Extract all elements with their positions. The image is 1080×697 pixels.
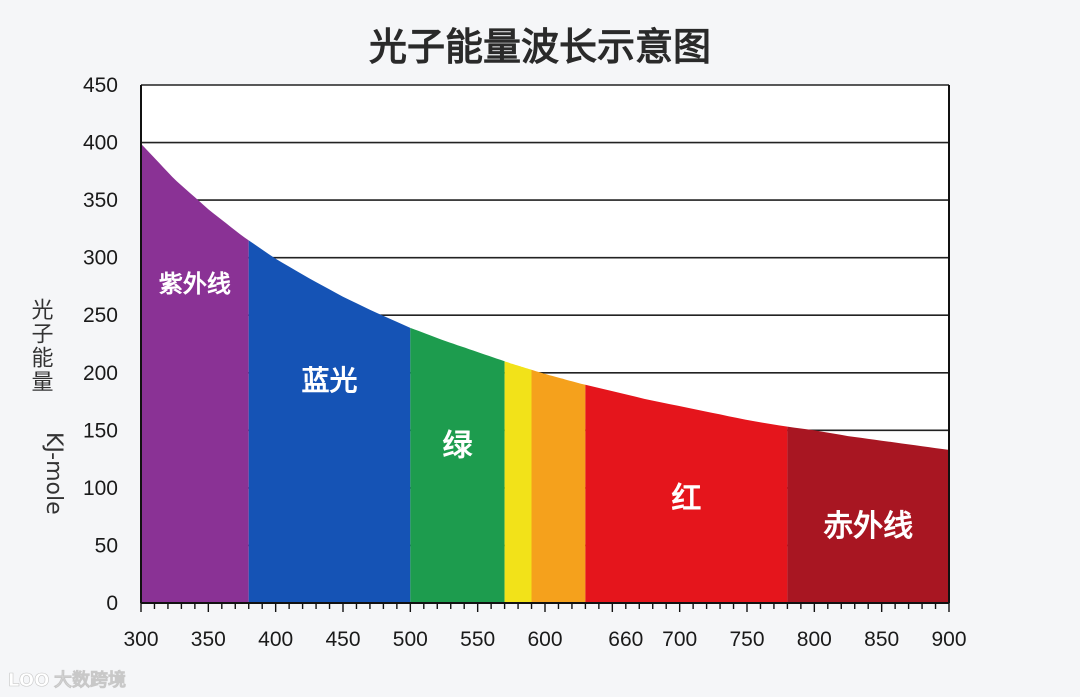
y-tick-label: 50 bbox=[95, 534, 118, 557]
watermark: LOO 大数跨境 bbox=[8, 669, 127, 692]
x-tick-label: 800 bbox=[797, 628, 832, 651]
spectrum-regions bbox=[141, 143, 949, 603]
x-tick-label: 350 bbox=[191, 628, 226, 651]
x-tick-label: 300 bbox=[123, 628, 158, 651]
spectrum-region bbox=[504, 361, 532, 603]
y-axis-label: 光子能量 KJ-mole bbox=[28, 298, 67, 515]
spectrum-region bbox=[248, 240, 411, 603]
x-tick-label: 750 bbox=[729, 628, 764, 651]
spectrum-region bbox=[141, 143, 249, 603]
y-tick-label: 300 bbox=[83, 247, 118, 270]
region-label: 绿 bbox=[442, 429, 473, 464]
y-tick-label: 400 bbox=[83, 132, 118, 155]
y-axis-label-text: 光子能量 bbox=[28, 298, 54, 394]
region-label: 紫外线 bbox=[159, 270, 231, 298]
y-tick-label: 150 bbox=[83, 419, 118, 442]
chart-title: 光子能量波长示意图 bbox=[369, 25, 711, 69]
spectrum-region bbox=[410, 327, 505, 603]
watermark-text: 大数跨境 bbox=[54, 669, 126, 691]
y-tick-label: 250 bbox=[83, 304, 118, 327]
y-tick-label: 0 bbox=[106, 592, 118, 615]
spectrum-region bbox=[531, 369, 586, 603]
y-tick-label: 350 bbox=[83, 189, 118, 212]
watermark-logo: LOO bbox=[8, 670, 49, 691]
spectrum-region bbox=[787, 426, 949, 603]
y-tick-label: 100 bbox=[83, 477, 118, 500]
axes bbox=[140, 85, 950, 612]
region-label: 蓝光 bbox=[302, 364, 358, 397]
x-tick-label: 900 bbox=[931, 628, 966, 651]
y-tick-label: 200 bbox=[83, 362, 118, 385]
x-tick-label: 660 bbox=[608, 628, 643, 651]
x-tick-label: 500 bbox=[393, 628, 428, 651]
x-axis-ticks: 300 350 400 450 500 550 600 660 700 750 800 850 900 bbox=[123, 628, 966, 651]
y-axis-unit-text: KJ-mole bbox=[41, 432, 66, 515]
region-label: 红 bbox=[671, 482, 701, 517]
x-tick-label: 400 bbox=[258, 628, 293, 651]
x-tick-label: 450 bbox=[325, 628, 360, 651]
region-label: 赤外线 bbox=[823, 509, 913, 544]
x-tick-label: 550 bbox=[460, 628, 495, 651]
x-tick-label: 600 bbox=[527, 628, 562, 651]
x-tick-label: 850 bbox=[864, 628, 899, 651]
x-tick-label: 700 bbox=[662, 628, 697, 651]
y-axis-ticks: 0 50 100 150 200 250 300 350 400 450 bbox=[83, 74, 118, 615]
y-tick-label: 450 bbox=[83, 74, 118, 97]
spectrum-region bbox=[585, 384, 788, 603]
